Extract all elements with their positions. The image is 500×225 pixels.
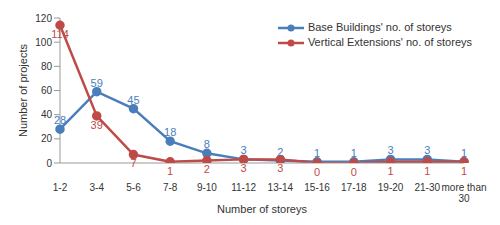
svg-text:21-30: 21-30 <box>414 182 440 193</box>
svg-text:15-16: 15-16 <box>304 182 330 193</box>
svg-text:0: 0 <box>46 158 52 169</box>
svg-text:2: 2 <box>277 146 283 158</box>
svg-text:0: 0 <box>314 166 320 178</box>
svg-text:7: 7 <box>130 157 136 169</box>
svg-text:1: 1 <box>387 165 393 177</box>
html-text:Vertical Extensions' no. of st: Vertical Extensions' no. of storeys <box>307 36 472 48</box>
svg-text:1: 1 <box>424 165 430 177</box>
svg-text:13-14: 13-14 <box>268 182 294 193</box>
svg-text:3-4: 3-4 <box>90 182 105 193</box>
svg-text:1: 1 <box>167 165 173 177</box>
svg-text:11-12: 11-12 <box>231 182 256 193</box>
svg-text:19-20: 19-20 <box>378 182 404 193</box>
svg-text:60: 60 <box>41 85 53 96</box>
svg-text:2: 2 <box>204 163 210 175</box>
svg-text:28: 28 <box>54 114 66 126</box>
svg-text:40: 40 <box>41 109 53 120</box>
svg-text:3: 3 <box>387 144 393 156</box>
svg-text:more than30: more than30 <box>441 182 486 204</box>
svg-text:1: 1 <box>314 147 320 159</box>
svg-text:1: 1 <box>461 165 467 177</box>
svg-text:20: 20 <box>41 133 53 144</box>
svg-text:17-18: 17-18 <box>341 182 367 193</box>
svg-text:18: 18 <box>164 126 176 138</box>
svg-text:100: 100 <box>35 37 52 48</box>
svg-text:80: 80 <box>41 61 53 72</box>
svg-text:3: 3 <box>241 144 247 156</box>
svg-text:39: 39 <box>91 119 103 131</box>
svg-text:45: 45 <box>127 94 139 106</box>
svg-text:Number of storeys: Number of storeys <box>217 203 307 215</box>
svg-text:1: 1 <box>461 147 467 159</box>
svg-text:1-2: 1-2 <box>53 182 68 193</box>
svg-text:8: 8 <box>204 138 210 150</box>
svg-text:59: 59 <box>91 77 103 89</box>
html-text:Base Buildings' no. of storeys: Base Buildings' no. of storeys <box>307 21 452 33</box>
svg-text:120: 120 <box>35 13 52 24</box>
svg-text:3: 3 <box>277 162 283 174</box>
svg-text:1: 1 <box>351 147 357 159</box>
svg-text:7-8: 7-8 <box>163 182 178 193</box>
svg-text:3: 3 <box>241 162 247 174</box>
svg-text:9-10: 9-10 <box>197 182 217 193</box>
svg-text:5-6: 5-6 <box>126 182 141 193</box>
svg-text:0: 0 <box>351 166 357 178</box>
svg-text:3: 3 <box>424 144 430 156</box>
svg-text:114: 114 <box>51 28 69 40</box>
svg-text:Number of projects: Number of projects <box>17 44 29 137</box>
